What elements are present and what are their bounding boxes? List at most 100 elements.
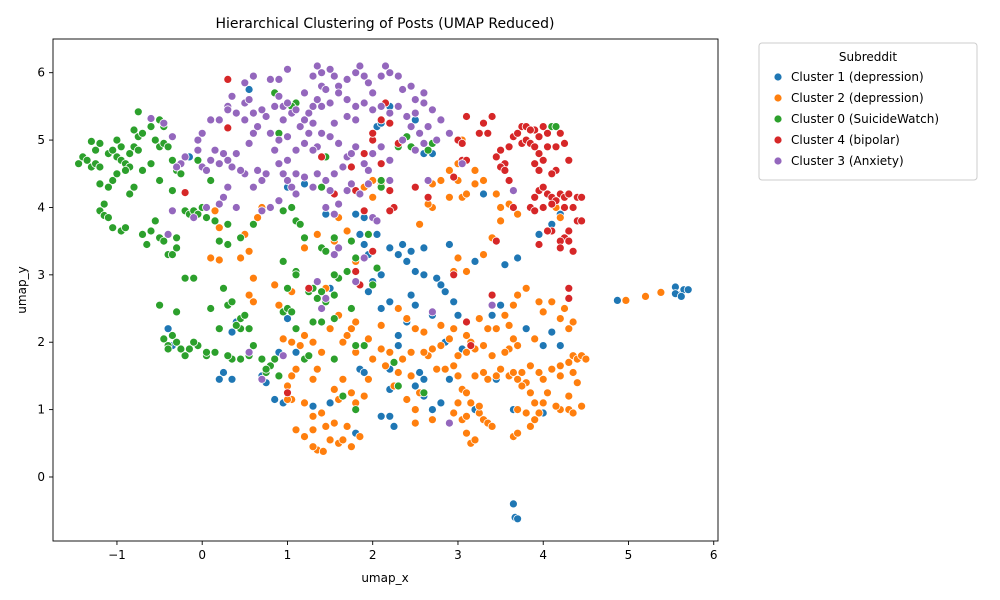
- data-point: [300, 88, 309, 98]
- data-point: [202, 213, 211, 223]
- data-point: [538, 341, 548, 351]
- data-point: [278, 169, 288, 179]
- data-point: [359, 240, 369, 249]
- data-point: [376, 344, 386, 354]
- data-point: [167, 132, 177, 142]
- data-point: [248, 71, 258, 81]
- data-point: [180, 273, 190, 283]
- data-point: [483, 374, 493, 384]
- data-point: [304, 283, 314, 293]
- data-point: [462, 317, 471, 327]
- data-point: [283, 388, 292, 398]
- data-point: [474, 401, 484, 411]
- data-point: [423, 145, 433, 155]
- data-point: [444, 418, 454, 428]
- data-point: [547, 327, 557, 337]
- data-point: [317, 304, 327, 313]
- data-point: [500, 260, 510, 270]
- data-point: [453, 371, 463, 381]
- data-point: [159, 334, 169, 344]
- x-tick-label: −1: [108, 548, 126, 562]
- data-point: [334, 88, 344, 98]
- data-point: [104, 182, 113, 192]
- data-point: [419, 270, 429, 280]
- data-point: [555, 314, 565, 324]
- data-point: [410, 381, 420, 391]
- data-point: [300, 398, 309, 408]
- data-point: [470, 165, 480, 175]
- data-point: [206, 304, 216, 313]
- data-point: [248, 273, 258, 283]
- data-point: [253, 213, 263, 223]
- data-point: [274, 300, 284, 310]
- data-point: [462, 388, 471, 398]
- data-point: [572, 378, 582, 388]
- data-point: [491, 324, 501, 334]
- data-point: [462, 112, 471, 121]
- data-point: [248, 182, 258, 192]
- data-point: [129, 182, 139, 192]
- data-point: [363, 78, 373, 88]
- data-point: [474, 314, 484, 324]
- data-point: [538, 182, 548, 192]
- y-axis: 0 1 2 3 4 5 6: [37, 66, 53, 484]
- data-point: [543, 388, 552, 398]
- data-point: [521, 408, 531, 418]
- data-point: [283, 283, 292, 293]
- data-point: [410, 418, 420, 428]
- data-point: [283, 314, 292, 324]
- data-point: [308, 411, 318, 421]
- data-point: [363, 229, 373, 239]
- data-point: [300, 331, 309, 340]
- data-point: [381, 61, 390, 71]
- data-point: [116, 142, 126, 152]
- data-point: [257, 105, 267, 115]
- data-point: [568, 203, 578, 212]
- data-point: [368, 246, 378, 256]
- data-point: [676, 291, 686, 301]
- data-point: [321, 421, 331, 431]
- data-point: [538, 122, 548, 131]
- data-point: [176, 169, 186, 179]
- y-tick-label: 0: [37, 470, 45, 484]
- data-point: [278, 206, 288, 216]
- data-point: [363, 374, 373, 384]
- data-point: [317, 152, 327, 162]
- data-point: [342, 95, 352, 104]
- data-point: [193, 155, 203, 165]
- data-point: [444, 334, 454, 344]
- data-point: [359, 341, 369, 351]
- data-point: [359, 71, 369, 81]
- data-point: [112, 135, 122, 145]
- data-point: [368, 192, 378, 202]
- data-point: [543, 226, 552, 236]
- data-point: [513, 428, 522, 438]
- data-point: [427, 405, 437, 415]
- data-point: [291, 169, 301, 179]
- data-point: [504, 176, 514, 185]
- data-point: [210, 216, 220, 226]
- data-point: [274, 371, 284, 381]
- data-point: [133, 107, 143, 117]
- data-point: [355, 229, 365, 239]
- data-point: [487, 421, 497, 431]
- data-point: [410, 145, 420, 155]
- data-point: [564, 357, 574, 367]
- data-point: [543, 142, 552, 152]
- data-point: [308, 102, 318, 111]
- data-point: [180, 188, 190, 198]
- data-point: [321, 85, 331, 94]
- data-point: [351, 209, 361, 219]
- data-point: [496, 216, 506, 226]
- data-point: [219, 192, 228, 202]
- data-point: [227, 327, 237, 337]
- data-point: [308, 71, 318, 81]
- x-tick-label: 3: [454, 548, 462, 562]
- data-point: [538, 374, 548, 384]
- data-point: [551, 401, 561, 411]
- data-point: [555, 128, 565, 138]
- data-point: [351, 115, 361, 125]
- data-point: [317, 317, 327, 327]
- data-point: [363, 165, 373, 175]
- data-point: [543, 128, 552, 138]
